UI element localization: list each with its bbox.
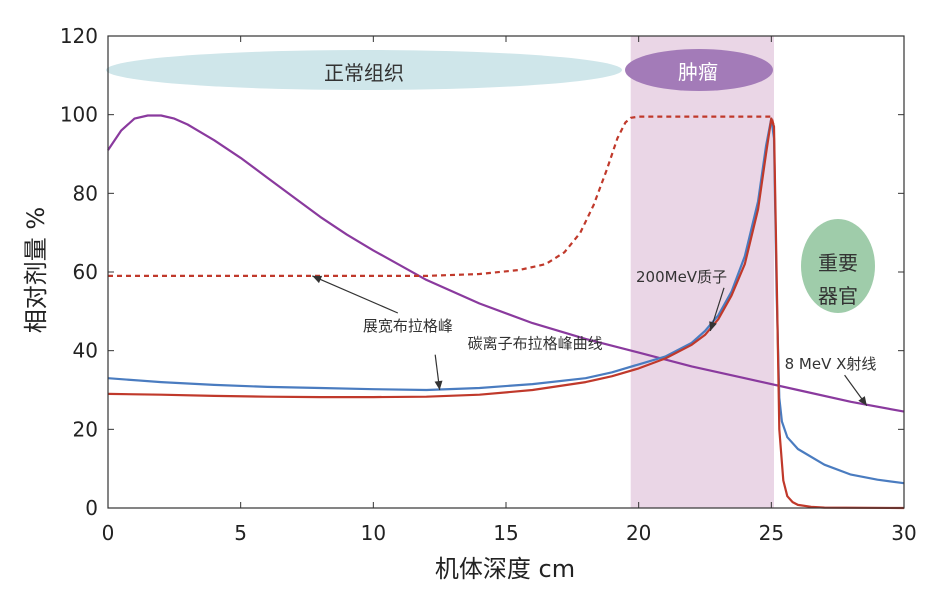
- tumor-region-band: [630, 36, 774, 508]
- annotation-arrow-head-3: [858, 396, 867, 406]
- y-tick-label: 40: [73, 339, 98, 363]
- x-tick-label: 15: [493, 521, 518, 545]
- x-tick-label: 25: [759, 521, 784, 545]
- annotation-arrow-line-0: [312, 275, 399, 314]
- y-tick-label: 120: [60, 24, 98, 48]
- organ-label-line2: 器官: [818, 284, 858, 308]
- x-tick-label: 20: [626, 521, 651, 545]
- tumor-badge: [625, 49, 773, 91]
- y-axis-title: 相对剂量 %: [22, 207, 50, 333]
- annotation-text-0: 展宽布拉格峰: [363, 317, 453, 335]
- y-tick-label: 80: [73, 181, 98, 205]
- annotation-arrow-head-2: [709, 321, 717, 331]
- x-axis-title: 机体深度 cm: [435, 555, 575, 583]
- series-line-carbon: [107, 117, 905, 485]
- y-tick-label: 0: [85, 496, 98, 520]
- x-tick-label: 30: [891, 521, 916, 545]
- x-tick-label: 5: [234, 521, 247, 545]
- tumor-label: 肿瘤: [678, 60, 718, 84]
- series-line-proton: [107, 117, 905, 510]
- y-tick-label: 100: [60, 103, 98, 127]
- annotation-text-1: 碳离子布拉格峰曲线: [468, 335, 603, 353]
- y-tick-label: 20: [73, 417, 98, 441]
- annotation-arrow-head-0: [312, 275, 323, 284]
- annotation-text-3: 8 MeV X射线: [785, 355, 877, 373]
- organ-ellipse: [801, 219, 875, 313]
- x-tick-label: 10: [361, 521, 386, 545]
- y-tick-label: 60: [73, 260, 98, 284]
- x-tick-label: 0: [102, 521, 115, 545]
- annotation-text-2: 200MeV质子: [636, 268, 727, 286]
- normal-tissue-ellipse: [106, 50, 622, 90]
- series-line-sobp: [108, 115, 776, 277]
- normal-tissue-label: 正常组织: [324, 61, 404, 85]
- annotation-arrow-head-1: [434, 380, 443, 390]
- organ-label-line1: 重要: [818, 251, 858, 275]
- series-line-xray: [107, 114, 905, 413]
